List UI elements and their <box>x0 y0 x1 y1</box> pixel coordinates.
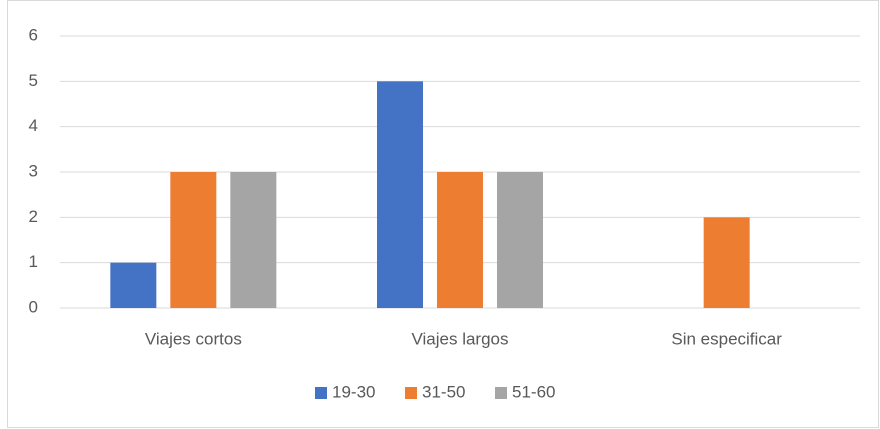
y-tick-label: 5 <box>29 71 38 90</box>
y-tick-label: 4 <box>29 116 38 135</box>
bar <box>703 217 750 308</box>
x-tick-label: Viajes cortos <box>145 329 242 348</box>
legend-label: 31-50 <box>422 382 465 401</box>
bar <box>377 81 423 308</box>
bar <box>230 172 277 308</box>
x-tick-label: Sin especificar <box>671 329 782 348</box>
y-tick-label: 3 <box>29 161 38 180</box>
y-tick-label: 2 <box>29 207 38 226</box>
y-tick-label: 1 <box>29 252 38 271</box>
bar <box>170 172 217 308</box>
legend-swatch <box>315 387 327 399</box>
y-tick-label: 6 <box>29 25 38 44</box>
legend-label: 19-30 <box>332 382 375 401</box>
legend-swatch <box>405 387 417 399</box>
legend-label: 51-60 <box>512 382 555 401</box>
y-tick-label: 0 <box>29 297 38 316</box>
x-tick-label: Viajes largos <box>411 329 508 348</box>
legend-swatch <box>495 387 507 399</box>
bar <box>437 172 483 308</box>
bar <box>110 262 157 308</box>
bar <box>497 172 543 308</box>
